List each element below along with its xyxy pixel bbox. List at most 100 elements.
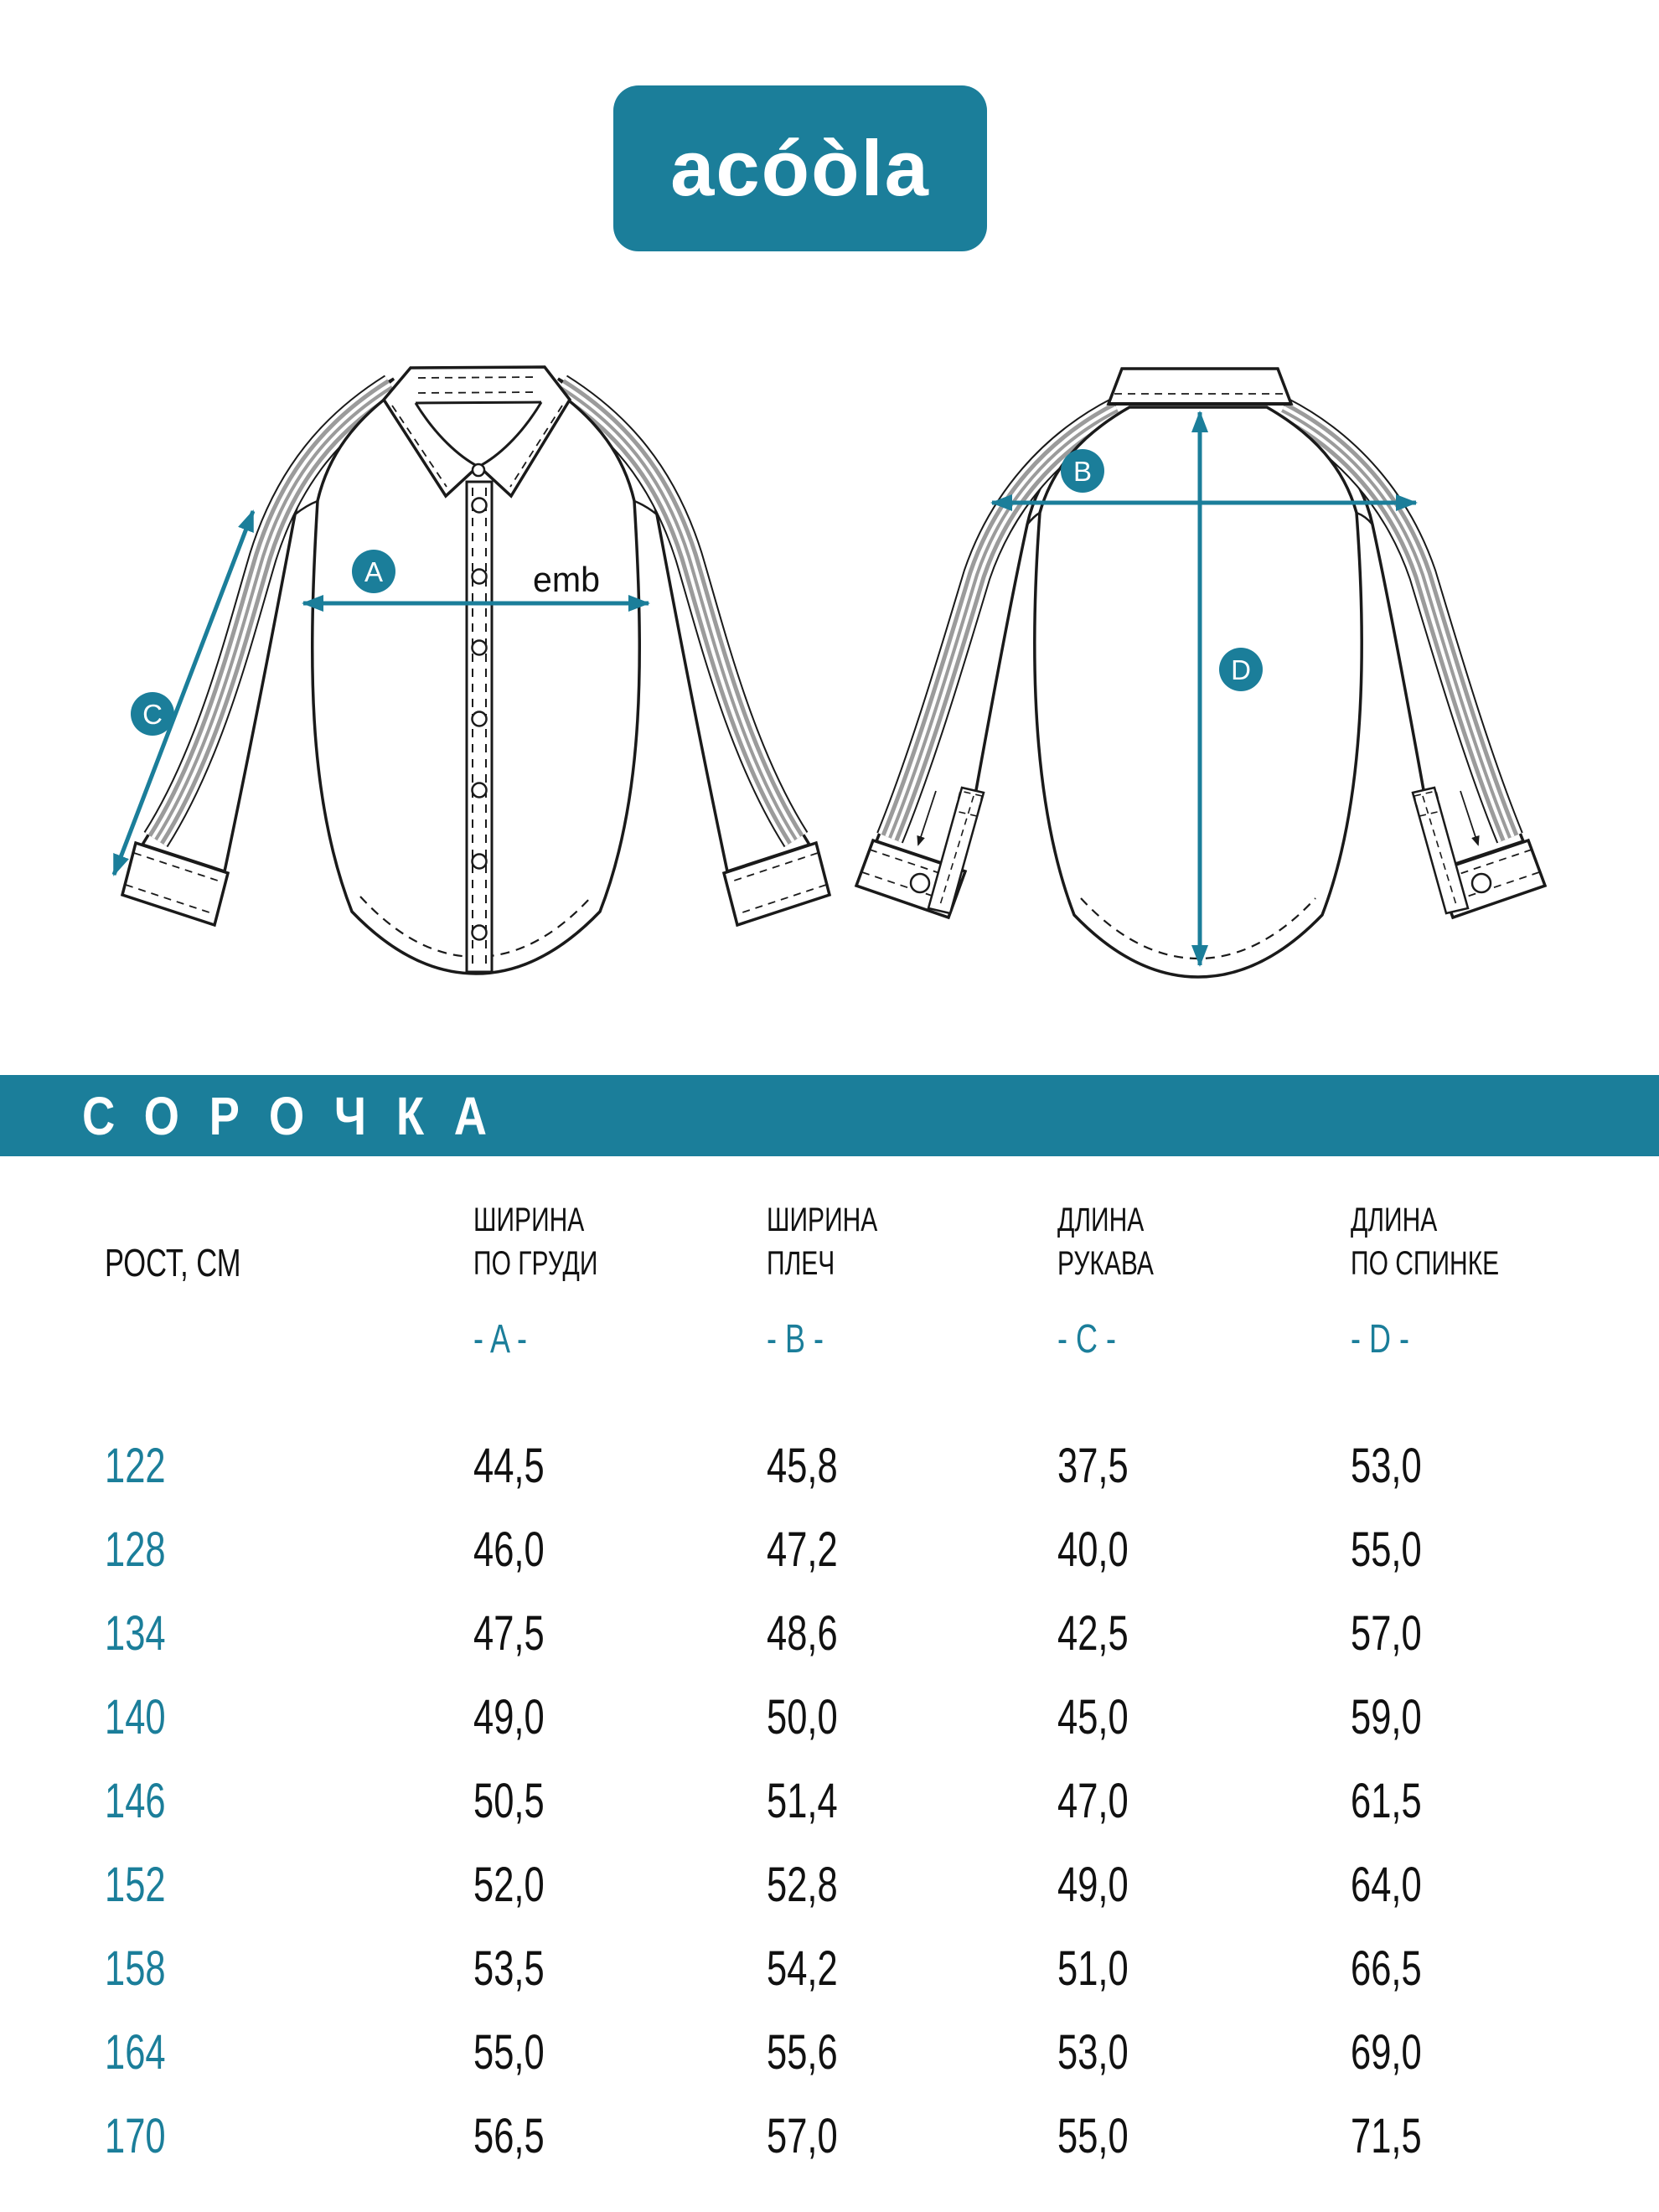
sleeve-value: 45,0 xyxy=(1057,1689,1129,1744)
height-value: 140 xyxy=(105,1689,166,1744)
back-armpit-seams xyxy=(1026,511,1373,525)
letter-a: - A - xyxy=(473,1317,528,1362)
sleeve-value: 49,0 xyxy=(1057,1857,1129,1912)
shirt-front-drawing: A C emb xyxy=(111,365,832,975)
size-row-158: 158 53,5 54,2 51,0 66,5 xyxy=(105,1926,1579,2010)
chest-value: 47,5 xyxy=(473,1605,545,1661)
back-value: 64,0 xyxy=(1351,1857,1422,1912)
shoulder-value: 51,4 xyxy=(767,1773,838,1828)
chest-width-column-header: ШИРИНА ПО ГРУДИ xyxy=(473,1202,598,1282)
size-row-140: 140 49,0 50,0 45,0 59,0 xyxy=(105,1675,1579,1759)
sleeve-length-column-header: ДЛИНА РУКАВА xyxy=(1057,1202,1154,1282)
shoulder-value: 57,0 xyxy=(767,2108,838,2163)
emb-label: emb xyxy=(533,560,600,599)
back-value: 59,0 xyxy=(1351,1689,1422,1744)
collar xyxy=(381,365,572,499)
sleeve-placket-right xyxy=(1411,786,1470,915)
shoulder-value: 45,8 xyxy=(767,1438,838,1493)
armpit-seams xyxy=(294,499,658,515)
label-a-badge xyxy=(352,550,395,593)
size-row-128: 128 46,0 47,2 40,0 55,0 xyxy=(105,1507,1579,1591)
sleeve-value: 37,5 xyxy=(1057,1438,1129,1493)
back-length-column-header: ДЛИНА ПО СПИНКЕ xyxy=(1351,1202,1500,1282)
size-row-164: 164 55,0 55,6 53,0 69,0 xyxy=(105,2010,1579,2094)
chest-value: 44,5 xyxy=(473,1438,545,1493)
back-value: 57,0 xyxy=(1351,1605,1422,1661)
back-value: 66,5 xyxy=(1351,1941,1422,1996)
size-row-122: 122 44,5 45,8 37,5 53,0 xyxy=(105,1424,1579,1507)
sleeve-placket-left xyxy=(927,786,985,915)
height-column-header: РОСТ, СМ xyxy=(105,1241,241,1284)
height-value: 146 xyxy=(105,1773,166,1828)
size-row-134: 134 47,5 48,6 42,5 57,0 xyxy=(105,1591,1579,1675)
height-value: 134 xyxy=(105,1605,166,1661)
height-value: 158 xyxy=(105,1941,166,1996)
shoulder-value: 52,8 xyxy=(767,1857,838,1912)
sleeve-length-arrow xyxy=(111,509,256,876)
cuff-button-right xyxy=(1470,872,1492,894)
shoulder-value: 47,2 xyxy=(767,1522,838,1577)
back-value: 53,0 xyxy=(1351,1438,1422,1493)
chest-value: 55,0 xyxy=(473,2024,545,2080)
label-d: D xyxy=(1231,654,1251,685)
shirt-back-drawing: B D xyxy=(854,367,1548,979)
label-b-badge xyxy=(1061,449,1104,493)
chest-value: 50,5 xyxy=(473,1773,545,1828)
front-measures: A C emb xyxy=(111,509,650,876)
height-value: 128 xyxy=(105,1522,166,1577)
product-title: СОРОЧКА xyxy=(82,1085,517,1146)
letter-d: - D - xyxy=(1351,1317,1409,1362)
button-placket xyxy=(465,480,494,974)
collar-stand xyxy=(1106,367,1294,406)
back-sleeve-stripes xyxy=(876,397,1523,844)
chest-value: 52,0 xyxy=(473,1857,545,1912)
size-row-170: 170 56,5 57,0 55,0 71,5 xyxy=(105,2094,1579,2178)
placket-annotation-right xyxy=(1460,790,1480,846)
height-value: 164 xyxy=(105,2024,166,2080)
label-d-badge xyxy=(1219,648,1263,691)
brand-logo-text: acóòla xyxy=(670,124,930,212)
size-row-152: 152 52,0 52,8 49,0 64,0 xyxy=(105,1842,1579,1926)
sleeve-value: 42,5 xyxy=(1057,1605,1129,1661)
cuff-button-left xyxy=(909,872,931,894)
table-letter-row: - A - - B - - C - - D - xyxy=(105,1284,1579,1364)
sleeve-value: 47,0 xyxy=(1057,1773,1129,1828)
back-value: 61,5 xyxy=(1351,1773,1422,1828)
sleeve-value: 51,0 xyxy=(1057,1941,1129,1996)
height-value: 122 xyxy=(105,1438,166,1493)
table-header-row: РОСТ, СМ ШИРИНА ПО ГРУДИ ШИРИНА ПЛЕЧ ДЛИ… xyxy=(105,1198,1579,1284)
back-cuffs xyxy=(854,786,1548,920)
placket-annotation-left xyxy=(917,790,937,846)
sleeve-value: 53,0 xyxy=(1057,2024,1129,2080)
height-value: 170 xyxy=(105,2108,166,2163)
back-value: 69,0 xyxy=(1351,2024,1422,2080)
label-c: C xyxy=(142,699,163,730)
letter-b: - B - xyxy=(767,1317,824,1362)
chest-value: 56,5 xyxy=(473,2108,545,2163)
shoulder-value: 48,6 xyxy=(767,1605,838,1661)
snap-buttons xyxy=(471,497,488,941)
shoulder-value: 55,6 xyxy=(767,2024,838,2080)
sleeve-value: 55,0 xyxy=(1057,2108,1129,2163)
size-table: РОСТ, СМ ШИРИНА ПО ГРУДИ ШИРИНА ПЛЕЧ ДЛИ… xyxy=(105,1198,1579,2178)
size-row-146: 146 50,5 51,4 47,0 61,5 xyxy=(105,1759,1579,1842)
chest-value: 49,0 xyxy=(473,1689,545,1744)
shoulder-width-column-header: ШИРИНА ПЛЕЧ xyxy=(767,1202,878,1282)
height-value: 152 xyxy=(105,1857,166,1912)
shoulder-value: 50,0 xyxy=(767,1689,838,1744)
product-banner: СОРОЧКА xyxy=(0,1075,1659,1156)
label-a: A xyxy=(364,556,383,587)
brand-logo: acóòla xyxy=(613,85,987,251)
letter-c: - C - xyxy=(1057,1317,1116,1362)
label-b: B xyxy=(1073,456,1092,487)
back-value: 71,5 xyxy=(1351,2108,1422,2163)
label-c-badge xyxy=(131,692,174,736)
back-measures: B D xyxy=(990,411,1418,967)
shoulder-value: 54,2 xyxy=(767,1941,838,1996)
chest-value: 53,5 xyxy=(473,1941,545,1996)
back-value: 55,0 xyxy=(1351,1522,1422,1577)
table-body: 122 44,5 45,8 37,5 53,0 128 46,0 47,2 40… xyxy=(105,1424,1579,2178)
chest-value: 46,0 xyxy=(473,1522,545,1577)
collar-button xyxy=(471,463,486,478)
